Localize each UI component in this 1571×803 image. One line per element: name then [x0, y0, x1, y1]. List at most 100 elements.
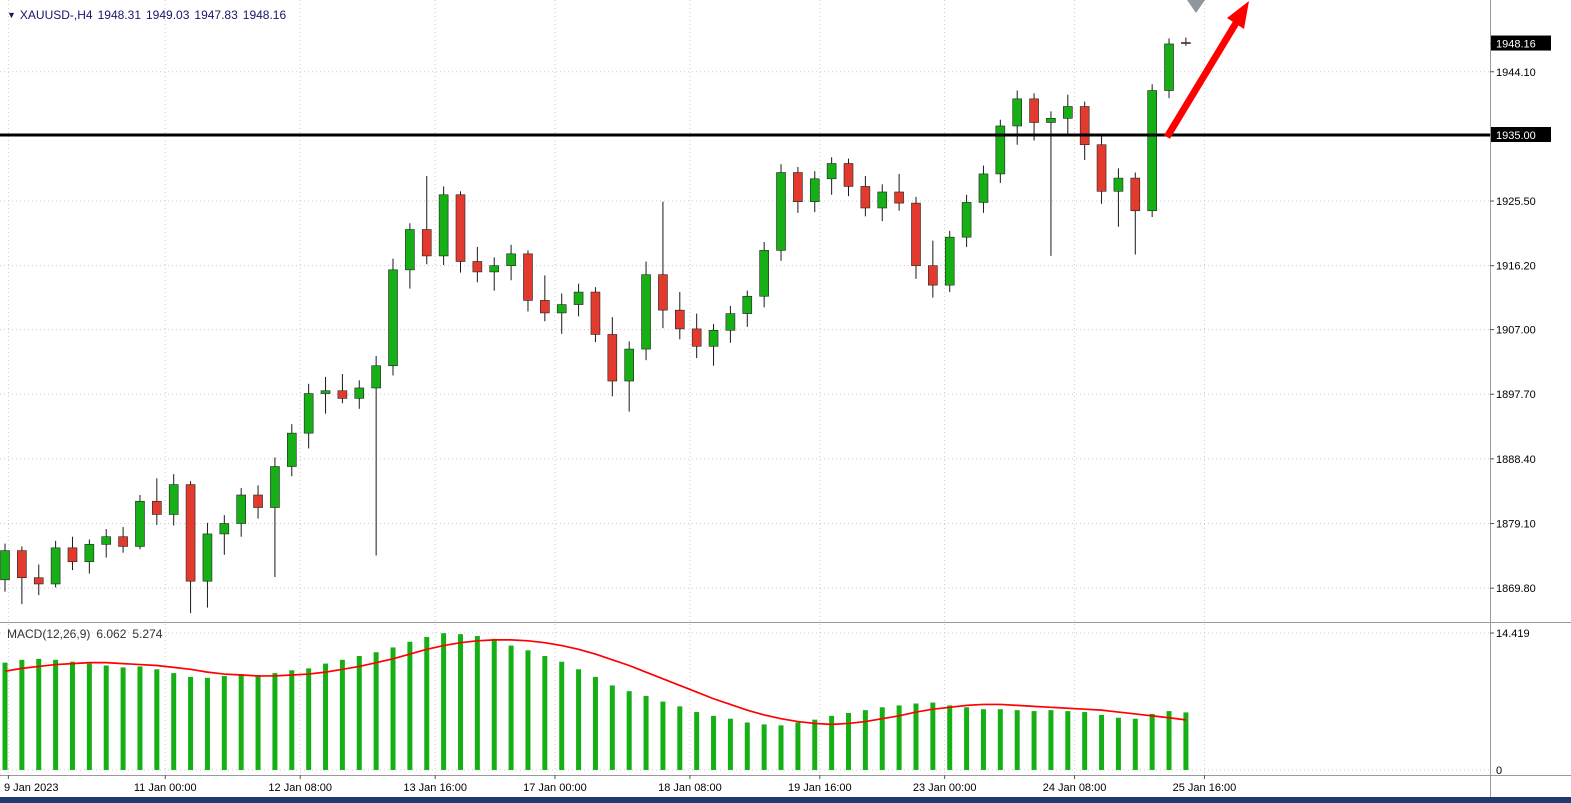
candle: [523, 253, 533, 301]
candle: [84, 544, 95, 563]
macd-axis-max-label: 14.419: [1496, 628, 1530, 640]
trend-arrow-head[interactable]: [1227, 1, 1249, 29]
macd-bar: [879, 707, 885, 770]
macd-bar: [862, 710, 868, 770]
chevron-down-icon[interactable]: ▼: [7, 10, 16, 20]
candle: [286, 432, 297, 467]
macd-bar: [592, 676, 598, 770]
window-bottom-bar: [0, 797, 1571, 803]
candle: [506, 253, 516, 266]
price-tick-label: 1948.16: [1496, 39, 1536, 51]
level-price-box: [1491, 127, 1551, 142]
candle: [843, 163, 854, 187]
time-tick-label: 13 Jan 16:00: [403, 782, 467, 794]
price-tick-label: 1944.10: [1496, 67, 1536, 79]
macd-bar: [120, 667, 126, 770]
price-tick-label: 1888.40: [1496, 454, 1536, 466]
macd-bar: [255, 675, 261, 770]
price-axis[interactable]: 1948.16 1944.10 1935.00 1925.50 1916.20 1907.…: [1490, 35, 1551, 777]
macd-bar: [576, 669, 582, 770]
macd-bar: [1166, 711, 1172, 770]
macd-bar: [829, 715, 835, 770]
macd-signal-line: [4, 638, 1187, 726]
candle: [1046, 118, 1056, 123]
macd-bar: [795, 722, 801, 770]
macd-bar: [171, 673, 177, 770]
macd-bar: [559, 661, 565, 770]
price-tick-label: 1925.50: [1496, 196, 1536, 208]
candle: [540, 300, 550, 314]
candle: [337, 390, 348, 399]
macd-bar: [407, 641, 413, 770]
time-tick-label: 24 Jan 08:00: [1043, 782, 1107, 794]
candle: [320, 390, 331, 394]
macd-bar: [154, 669, 160, 770]
candle: [1181, 42, 1191, 44]
macd-bar: [846, 713, 851, 770]
candle: [236, 494, 246, 524]
macd-bar: [306, 668, 312, 770]
time-tick-label: 9 Jan 2023: [4, 782, 58, 794]
candle: [219, 523, 230, 535]
macd-bar: [424, 637, 430, 770]
annotations-layer: [1164, 0, 1249, 139]
time-tick-label: 12 Jan 08:00: [268, 782, 332, 794]
grid-layer: [0, 0, 1490, 775]
macd-bar: [1099, 714, 1105, 770]
macd-bar: [913, 703, 919, 770]
macd-bar: [339, 659, 345, 770]
macd-bar: [660, 701, 666, 770]
macd-signal-value: 5.274: [132, 627, 163, 641]
candle: [809, 178, 820, 203]
candle: [152, 500, 162, 515]
candle: [759, 250, 769, 297]
candle: [17, 550, 27, 579]
price-tick-label: 1935.00: [1496, 130, 1536, 142]
candle: [793, 172, 803, 203]
macd-bar: [323, 663, 329, 770]
macd-bar: [1149, 713, 1155, 770]
candle: [590, 291, 601, 335]
macd-indicator-label: MACD(12,26,9) 6.062 5.274: [7, 627, 168, 641]
candle: [776, 172, 786, 251]
macd-bar: [69, 661, 75, 770]
macd-bar: [474, 636, 480, 770]
candle: [708, 329, 719, 347]
macd-bar: [997, 709, 1003, 770]
candle: [607, 334, 618, 382]
candle: [573, 291, 584, 305]
macd-bar: [1065, 711, 1071, 770]
macd-bar: [457, 634, 463, 770]
time-axis[interactable]: 9 Jan 2023 11 Jan 00:00 12 Jan 08:00 13 Jan…: [4, 775, 1236, 794]
candle: [101, 536, 112, 545]
ohlc-open-value: 1948.31: [97, 8, 141, 22]
candle: [253, 494, 263, 508]
ohlc-close-value: 1948.16: [242, 8, 287, 22]
candle: [624, 348, 634, 382]
macd-bar: [1031, 711, 1037, 770]
candle: [33, 577, 44, 585]
macd-bar: [1082, 712, 1088, 770]
candle: [168, 484, 179, 515]
candle: [691, 328, 702, 347]
price-tick-label: 1869.80: [1496, 583, 1536, 595]
macd-bar: [19, 659, 25, 770]
time-tick-label: 17 Jan 00:00: [523, 782, 587, 794]
trend-arrow-shaft[interactable]: [1164, 21, 1239, 139]
macd-bar: [390, 647, 396, 770]
macd-main-value: 6.062: [96, 627, 127, 641]
macd-bar: [812, 719, 818, 770]
candle: [270, 466, 280, 508]
candle: [354, 387, 365, 399]
candle: [556, 304, 567, 314]
ohlc-low-value: 1947.83: [194, 8, 238, 22]
mouse-cursor-icon: [1187, 0, 1205, 13]
candle: [421, 229, 432, 257]
candle: [928, 265, 938, 286]
macd-bar: [609, 685, 615, 770]
macd-bar: [2, 662, 8, 770]
macd-bar: [86, 663, 92, 770]
